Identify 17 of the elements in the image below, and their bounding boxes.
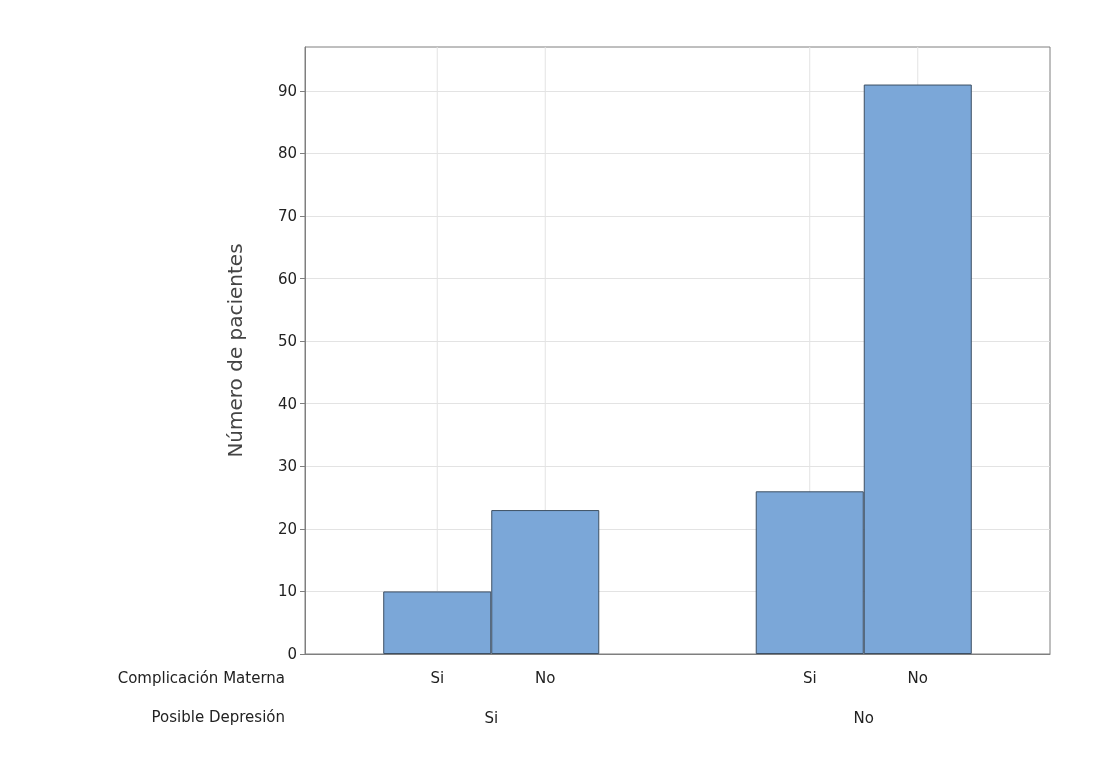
- y-tick-label: 50: [277, 332, 297, 351]
- y-axis-title: Número de pacientes: [223, 243, 247, 458]
- y-tick-label: 40: [277, 394, 297, 413]
- y-tick-label: 90: [277, 81, 297, 100]
- y-tick-label: 70: [277, 206, 297, 225]
- x-axis-title: Posible Depresión: [151, 708, 285, 726]
- text: No: [907, 669, 928, 687]
- y-tick-label: 20: [277, 519, 297, 538]
- legend-title: Complicación Materna: [117, 669, 285, 687]
- series-label: No: [535, 669, 556, 687]
- series-label: Si: [430, 669, 445, 687]
- y-tick-label: 30: [277, 457, 297, 476]
- y-tick-label: 0: [287, 645, 297, 663]
- y-tick-label: 10: [277, 582, 297, 601]
- y-tick-label: 60: [277, 269, 297, 288]
- y-tick-label: 80: [277, 144, 297, 163]
- text: Si: [802, 669, 817, 687]
